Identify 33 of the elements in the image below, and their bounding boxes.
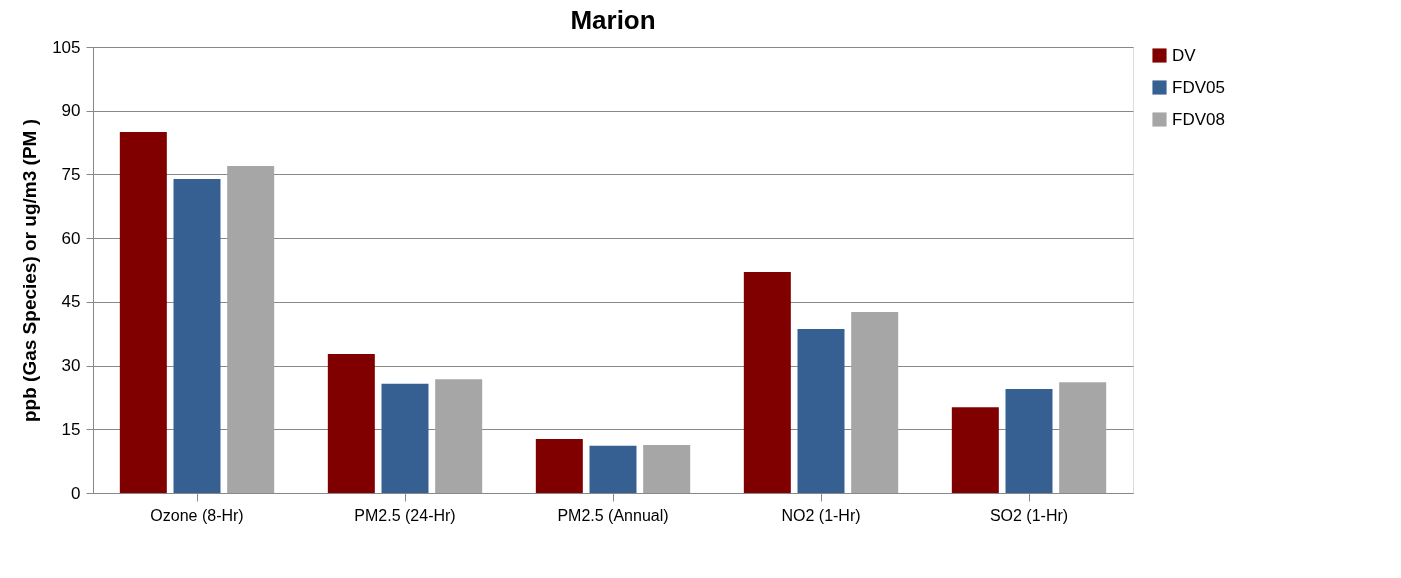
legend-label: FDV05 (1172, 77, 1225, 97)
bar (1005, 388, 1053, 493)
y-tick-label: 30 (61, 356, 81, 376)
bar (1059, 382, 1107, 493)
bar (743, 272, 791, 493)
legend-label: FDV08 (1172, 109, 1225, 129)
bar (119, 131, 167, 493)
bar (435, 379, 483, 493)
bar (643, 445, 691, 493)
bar (535, 439, 583, 493)
bar (589, 445, 637, 493)
y-tick-label: 15 (61, 419, 81, 439)
y-axis-title: ppb (Gas Species) or ug/m3 (PM ) (19, 119, 41, 422)
x-tick-label: PM2.5 (Annual) (557, 506, 669, 524)
bar (381, 383, 429, 493)
y-tick-label: 75 (61, 164, 81, 184)
x-tick-label: PM2.5 (24-Hr) (354, 506, 456, 524)
y-tick-label: 0 (71, 483, 81, 503)
y-tick-label: 45 (61, 292, 81, 312)
y-tick-label: 105 (52, 37, 81, 57)
x-tick-label: Ozone (8-Hr) (150, 506, 244, 524)
y-tick-label: 90 (61, 101, 81, 121)
x-tick-label: NO2 (1-Hr) (781, 506, 861, 524)
bar (797, 329, 845, 493)
x-tick-label: SO2 (1-Hr) (989, 506, 1069, 524)
bar (173, 179, 221, 493)
y-tick-label: 60 (61, 228, 81, 248)
legend-label: DV (1172, 45, 1197, 65)
bar (851, 312, 899, 493)
bar (951, 407, 999, 493)
bar (327, 354, 375, 493)
chart-title: Marion (570, 5, 656, 35)
bar (227, 165, 275, 493)
